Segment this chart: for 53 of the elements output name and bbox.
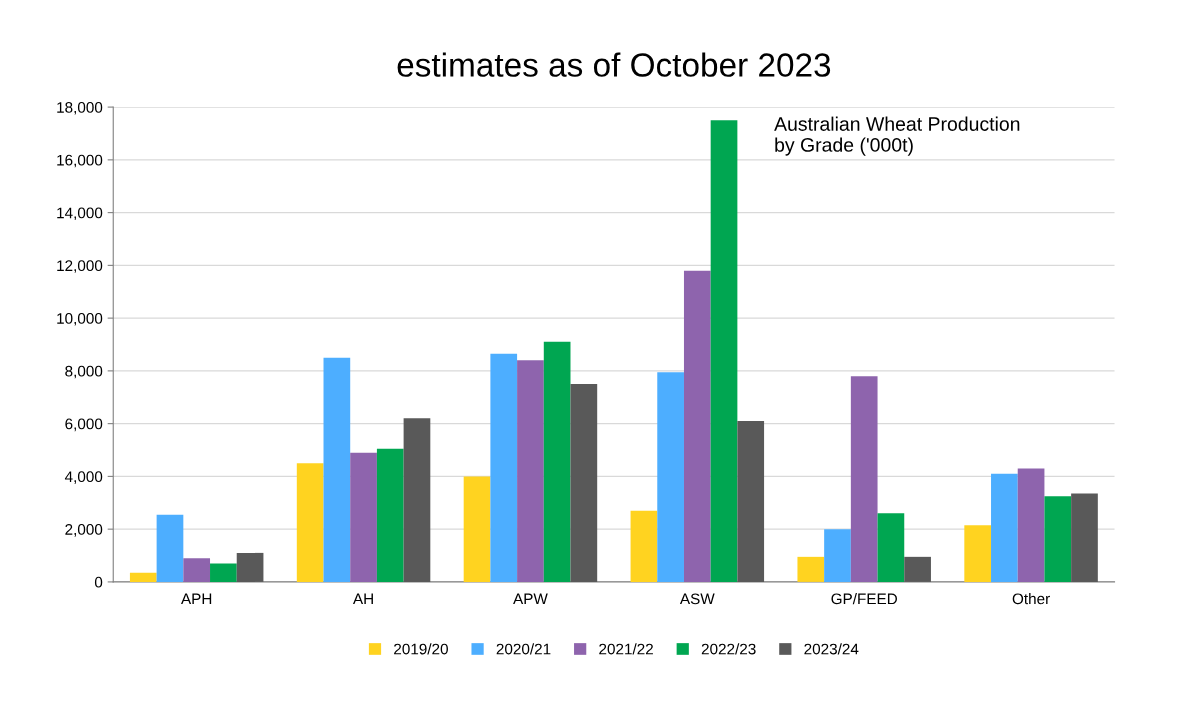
- y-tick-label: 4,000: [64, 471, 103, 484]
- y-tick-label: 18,000: [57, 101, 103, 115]
- x-tick-label: APH: [181, 593, 212, 605]
- y-tick-label: 10,000: [57, 312, 103, 326]
- bar: [797, 556, 825, 582]
- x-tick-label: AH: [352, 593, 373, 605]
- bar: [463, 476, 491, 582]
- bar: [657, 372, 684, 582]
- bar: [517, 360, 544, 582]
- bar: [210, 563, 237, 582]
- bar: [683, 270, 711, 582]
- bar: [630, 510, 658, 582]
- bar: [824, 529, 851, 582]
- bar: [1071, 493, 1098, 582]
- y-tick-label: 6,000: [65, 418, 103, 432]
- x-tick-label: APW: [513, 593, 548, 605]
- bar: [156, 514, 184, 582]
- bar: [710, 120, 738, 582]
- y-tick-label: 14,000: [57, 207, 103, 221]
- x-tick-label: ASW: [679, 593, 715, 605]
- bar: [904, 556, 931, 582]
- bar: [403, 418, 431, 582]
- legend-label: 2023/24: [804, 643, 859, 655]
- bar: [490, 353, 518, 582]
- bar: [737, 421, 765, 582]
- legend-label: 2021/22: [599, 643, 653, 655]
- bar: [850, 376, 878, 582]
- y-tick-label: 0: [94, 576, 103, 588]
- bar: [1044, 496, 1072, 582]
- bar: [543, 341, 571, 582]
- bar: [877, 513, 905, 582]
- y-tick-label: 16,000: [57, 154, 103, 168]
- bar: [964, 525, 992, 582]
- x-tick-label: Other: [1012, 593, 1050, 605]
- bar: [236, 552, 264, 582]
- y-tick-label: 8,000: [65, 365, 103, 379]
- legend-label: 2019/20: [394, 643, 448, 655]
- chart-title: estimates as of October 2023: [397, 52, 831, 77]
- y-tick-label: 12,000: [57, 260, 103, 273]
- y-tick-label: 2,000: [65, 524, 103, 537]
- annotation: Australian Wheat Production by Grade ('000t): [774, 116, 1020, 156]
- bar: [376, 448, 404, 582]
- bar: [570, 384, 598, 582]
- bar: [991, 473, 1018, 582]
- bar: [323, 357, 351, 582]
- legend-label: 2020/21: [496, 643, 551, 655]
- bar: [129, 572, 157, 582]
- bar: [1017, 468, 1045, 582]
- bar: [183, 558, 211, 582]
- bar: [296, 463, 324, 582]
- legend-label: 2022/23: [701, 643, 756, 655]
- x-tick-label: GP/FEED: [831, 593, 897, 605]
- bar: [350, 452, 377, 582]
